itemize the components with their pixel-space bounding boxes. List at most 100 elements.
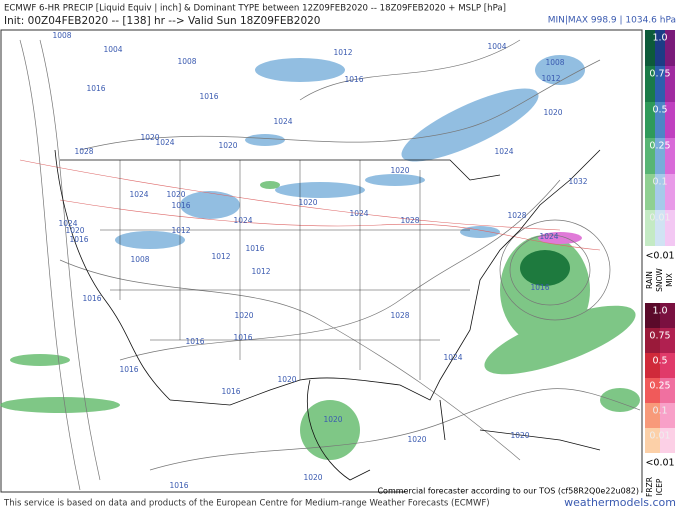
tos-note: Commercial forecaster according to our T… bbox=[377, 487, 639, 496]
isobar-label: 1016 bbox=[185, 337, 204, 346]
isobar-label: 1016 bbox=[169, 481, 188, 490]
isobar-label: 1016 bbox=[344, 75, 363, 84]
footer-credit: This service is based on data and produc… bbox=[3, 499, 490, 509]
legend-swatch bbox=[660, 403, 675, 428]
legend-level: 0.01 bbox=[649, 213, 670, 224]
isobar-label: 1020 bbox=[277, 375, 296, 384]
legend-level: 0.5 bbox=[652, 105, 667, 116]
legend-below: <0.01 bbox=[645, 458, 674, 469]
isobar-label: 1020 bbox=[407, 435, 426, 444]
isobar-label: 1024 bbox=[233, 216, 252, 225]
legend-swatch bbox=[645, 303, 660, 328]
legend-swatch bbox=[645, 102, 655, 138]
legend-level: 0.01 bbox=[649, 431, 670, 442]
legend-type: RAIN bbox=[645, 271, 654, 289]
isobar-label: 1012 bbox=[211, 252, 230, 261]
isobar-label: 1020 bbox=[140, 133, 159, 142]
state-lines bbox=[100, 160, 470, 380]
legend-swatch bbox=[645, 403, 660, 428]
minmax: MIN|MAX 998.9 | 1034.6 hPa bbox=[548, 16, 676, 26]
isobar-label: 1016 bbox=[82, 294, 101, 303]
legend-swatch bbox=[645, 138, 655, 174]
legend-level: 0.1 bbox=[652, 177, 667, 188]
legend-swatch bbox=[645, 66, 655, 102]
isobar-label: 1016 bbox=[530, 283, 549, 292]
legend-swatch bbox=[645, 378, 660, 403]
isobar-label: 1008 bbox=[52, 31, 71, 40]
isobar-label: 1020 bbox=[303, 473, 322, 482]
legend-swatch bbox=[665, 66, 675, 102]
isobar-label: 1012 bbox=[251, 267, 270, 276]
isobar-label: 1024 bbox=[443, 353, 462, 362]
legend-type: ICEP bbox=[655, 478, 664, 495]
legend: 1.0 0.75 0.5 0.25 0.1 0.01 <0.01 RAIN SNOW MIX 1.0… bbox=[645, 30, 675, 497]
legend-below: <0.01 bbox=[645, 251, 674, 262]
isobar-label: 1016 bbox=[119, 365, 138, 374]
legend-level: 0.75 bbox=[649, 331, 670, 342]
legend-level: 0.25 bbox=[649, 381, 670, 392]
coastlines-borders bbox=[54, 149, 601, 481]
legend-level: 0.1 bbox=[652, 406, 667, 417]
isobar-label: 1024 bbox=[273, 117, 292, 126]
isobar-label: 1020 bbox=[510, 431, 529, 440]
isobar-label: 1024 bbox=[58, 219, 77, 228]
legend-level: 1.0 bbox=[652, 33, 667, 44]
isobars bbox=[19, 39, 641, 491]
legend-level: 0.25 bbox=[649, 141, 670, 152]
isobar-label: 1016 bbox=[69, 235, 88, 244]
isobar-label: 1028 bbox=[507, 211, 526, 220]
legend-swatch bbox=[655, 210, 665, 246]
legend-type: SNOW bbox=[655, 268, 664, 292]
thickness-lines bbox=[19, 159, 601, 251]
isobar-label: 1004 bbox=[103, 45, 122, 54]
isobar-label: 1032 bbox=[568, 177, 587, 186]
isobar-label: 1020 bbox=[323, 415, 342, 424]
legend-level: 0.75 bbox=[649, 69, 670, 80]
map: 1008 1004 1012 1004 1008 1012 1008 1016 1016 1016… bbox=[0, 29, 643, 496]
legend-swatch bbox=[655, 138, 665, 174]
isobar-label: 1028 bbox=[400, 216, 419, 225]
isobar-label: 1008 bbox=[545, 58, 564, 67]
legend-type: MIX bbox=[665, 273, 674, 287]
legend-swatch bbox=[655, 102, 665, 138]
isobar-label: 1020 bbox=[543, 108, 562, 117]
isobar-label: 1016 bbox=[199, 92, 218, 101]
legend-swatch bbox=[660, 328, 675, 353]
isobar-label: 1004 bbox=[487, 42, 506, 51]
isobar-label: 1024 bbox=[155, 138, 174, 147]
isobar-label: 1012 bbox=[541, 74, 560, 83]
isobar-label: 1024 bbox=[349, 209, 368, 218]
legend-type: FRZR bbox=[645, 477, 654, 497]
isobar-label: 1012 bbox=[171, 226, 190, 235]
rain-areas bbox=[0, 181, 640, 460]
legend-level: 0.5 bbox=[652, 356, 667, 367]
isobar-label: 1020 bbox=[218, 141, 237, 150]
legend-swatch bbox=[660, 353, 675, 378]
header-init: Init: 00Z04FEB2020 -- [138] hr --> Valid… bbox=[4, 15, 321, 27]
legend-swatch bbox=[645, 210, 655, 246]
legend-swatch bbox=[660, 428, 675, 453]
legend-swatch bbox=[655, 66, 665, 102]
isobar-label: 1008 bbox=[177, 57, 196, 66]
isobar-label: 1016 bbox=[221, 387, 240, 396]
legend-swatch bbox=[660, 378, 675, 403]
legend-swatch bbox=[645, 30, 655, 66]
legend-swatch bbox=[645, 328, 660, 353]
isobar-label: 1028 bbox=[390, 311, 409, 320]
isobar-label: 1016 bbox=[233, 333, 252, 342]
footer-site: weathermodels.com bbox=[564, 496, 676, 509]
legend-swatch bbox=[645, 353, 660, 378]
isobar-label: 1020 bbox=[390, 166, 409, 175]
legend-swatch bbox=[660, 303, 675, 328]
legend-swatch bbox=[665, 30, 675, 66]
isobar-label: 1024 bbox=[129, 190, 148, 199]
legend-swatch bbox=[645, 428, 660, 453]
legend-swatch bbox=[665, 174, 675, 210]
legend-swatch bbox=[665, 102, 675, 138]
header-title: ECMWF 6-HR PRECIP [Liquid Equiv | inch] … bbox=[4, 4, 506, 14]
legend-level: 1.0 bbox=[652, 306, 667, 317]
isobar-label: 1016 bbox=[171, 201, 190, 210]
isobar-label: 1020 bbox=[298, 198, 317, 207]
isobar-label: 1016 bbox=[245, 244, 264, 253]
heavy-rain bbox=[520, 250, 570, 286]
